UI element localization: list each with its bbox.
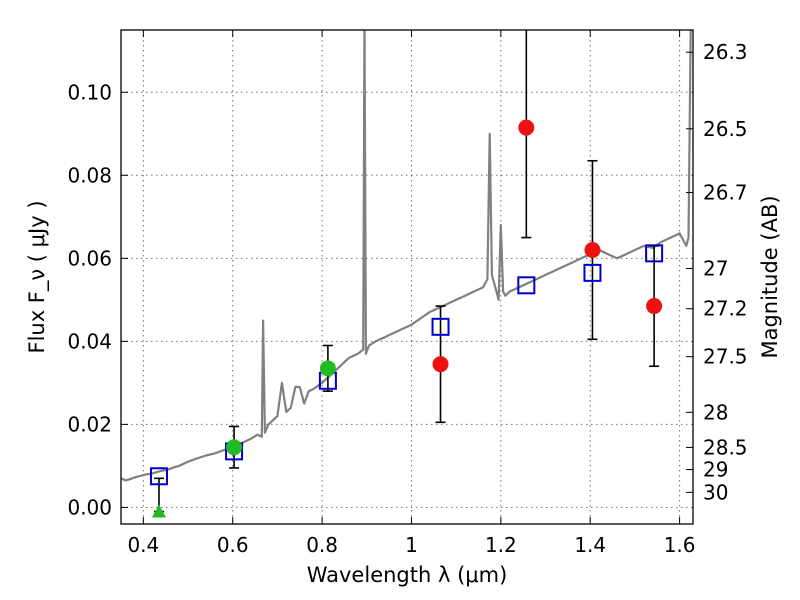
y-tick-label: 0.04	[67, 329, 112, 353]
y-tick-label: 0.10	[67, 80, 112, 104]
x-tick-label: 1	[405, 533, 418, 557]
observed-flux-point	[518, 119, 535, 136]
observed-flux-point	[646, 298, 663, 315]
y2-axis-label: Magnitude (AB)	[758, 195, 782, 358]
mag-tick-label: 27.5	[703, 345, 748, 369]
mag-tick-label: 26.5	[703, 117, 748, 141]
plot-frame	[120, 29, 694, 525]
x-tick-label: 1.2	[485, 533, 517, 557]
y-tick-label: 0.06	[67, 246, 112, 270]
mag-tick-label: 27	[703, 257, 728, 281]
mag-tick-label: 27.2	[703, 297, 748, 321]
upper-limit-triangle	[151, 504, 166, 518]
observed-flux-point	[432, 356, 449, 373]
mag-tick-label: 28.5	[703, 435, 748, 459]
observed-flux-point	[584, 242, 601, 259]
mag-tick-label: 26.7	[703, 180, 748, 204]
model-photometry-square	[583, 263, 602, 282]
plot-area	[121, 30, 692, 518]
mag-tick-label: 28	[703, 400, 728, 424]
x-tick-label: 1.4	[574, 533, 606, 557]
y-tick-label: 0.02	[67, 412, 112, 436]
y-tick-label: 0.08	[67, 163, 112, 187]
x-tick-label: 0.8	[306, 533, 338, 557]
x-axis-label: Wavelength λ (μm)	[307, 563, 508, 587]
detected-flux-point	[319, 360, 336, 377]
detected-flux-point	[226, 439, 243, 456]
mag-tick-label: 29	[703, 458, 728, 482]
grid-lines	[121, 30, 693, 524]
model-photometry-square	[431, 317, 450, 336]
y-axis-label: Flux F_ν ( μJy )	[25, 200, 50, 353]
mag-tick-label: 26.3	[703, 40, 748, 64]
axis-ticks: 0.4 0.6 0.8 1 1.2 1.4 1.6 0.00 0.02 0.04 0.06 0.08 0…	[67, 30, 748, 557]
model-photometry-square	[517, 276, 536, 295]
mag-tick-label: 30	[703, 480, 728, 504]
model-photometry-square	[149, 467, 168, 486]
model-spectrum-line	[121, 30, 692, 482]
x-tick-label: 0.4	[127, 533, 159, 557]
y-tick-label: 0.00	[67, 495, 112, 519]
x-tick-label: 1.6	[664, 533, 696, 557]
model-photometry-square	[645, 244, 664, 263]
x-tick-label: 0.6	[217, 533, 249, 557]
